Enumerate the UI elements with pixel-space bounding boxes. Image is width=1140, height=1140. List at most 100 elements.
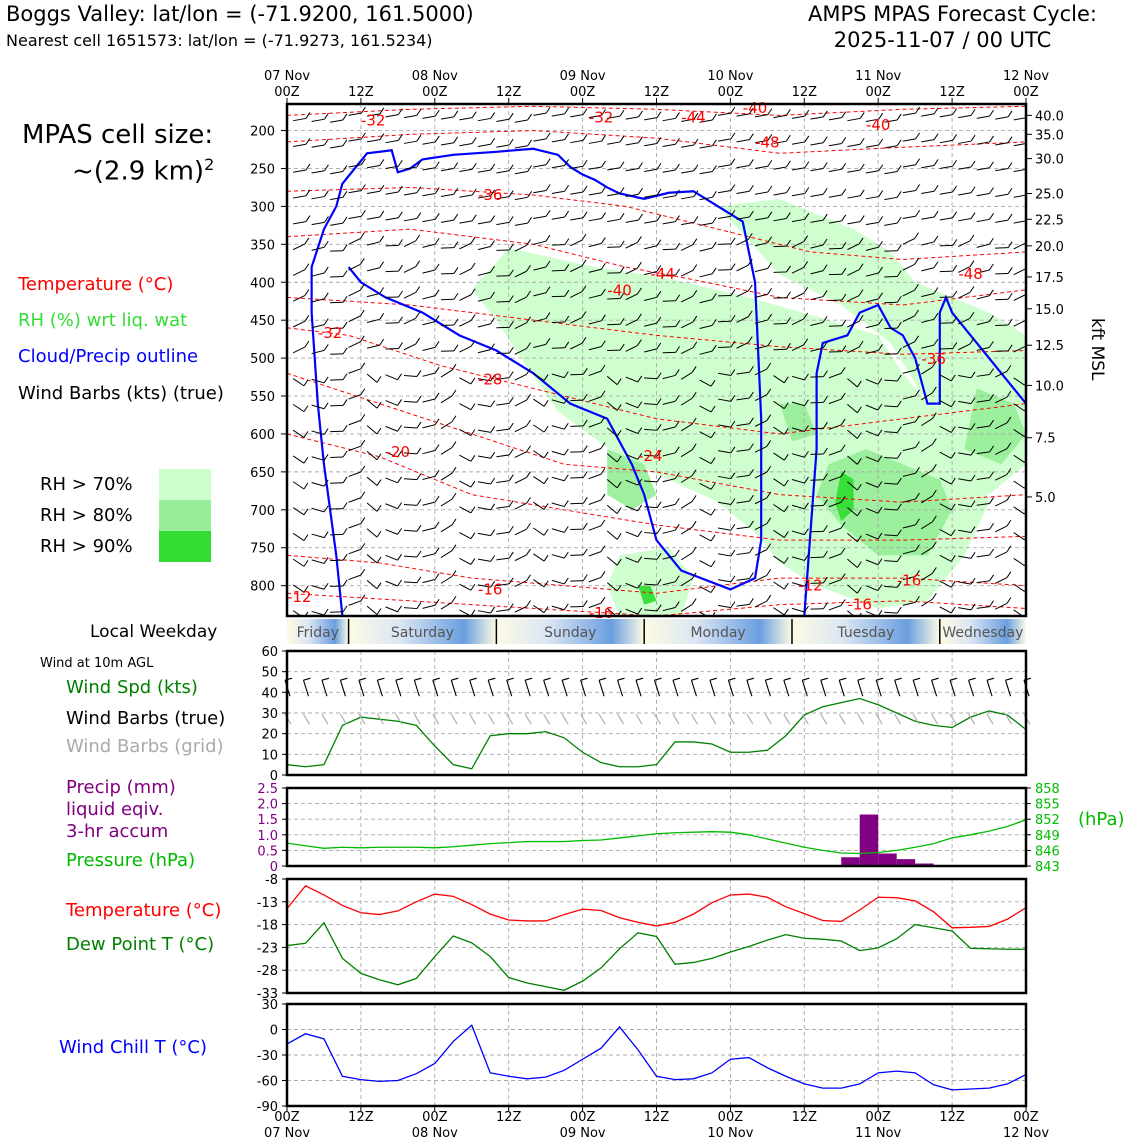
wind-barb-flag xyxy=(915,570,920,577)
wind-barb xyxy=(440,498,453,507)
y-tick-label: -8 xyxy=(265,873,278,888)
wind-barb xyxy=(662,529,676,534)
wind-barb xyxy=(459,268,472,276)
wind-barb-flag xyxy=(1007,213,1013,221)
wind-barb-flag xyxy=(823,602,828,609)
wind-barb-flag xyxy=(747,233,753,240)
wind-barb-flag xyxy=(675,320,681,327)
wind-barb-flag xyxy=(564,133,570,140)
wind-barb xyxy=(496,144,510,148)
wind-barb xyxy=(828,117,842,121)
wind-barb-flag xyxy=(600,416,606,423)
wind-barb xyxy=(533,138,547,142)
wind-barb-flag xyxy=(804,579,809,587)
wind-barb-flag xyxy=(804,605,809,613)
wind-barb xyxy=(292,558,305,567)
wind-barb xyxy=(459,345,472,353)
wind-barb-flag xyxy=(379,261,385,269)
wind-barb xyxy=(403,529,418,532)
wind-barb-flag xyxy=(490,606,496,614)
wind-barb-flag xyxy=(619,135,625,143)
wind-barb xyxy=(717,475,731,480)
y-tick-label: -90 xyxy=(257,1100,278,1115)
wind-barb-flag xyxy=(490,503,496,511)
wind-barb-true-flag xyxy=(654,677,662,681)
wind-barb-grid xyxy=(931,713,939,725)
wind-barb-flag xyxy=(451,389,457,397)
wind-barb-flag xyxy=(1007,267,1013,274)
height-tick-label: 22.5 xyxy=(1035,213,1064,228)
wind-barb-grid xyxy=(487,713,495,725)
wind-barb xyxy=(625,453,638,460)
wind-barb-grid xyxy=(894,713,902,725)
legend-rh70-label: RH > 70% xyxy=(40,474,133,495)
wind-barb-flag xyxy=(616,507,622,514)
temp-contour-label: -32 xyxy=(361,112,386,130)
weekday-name: Tuesday xyxy=(836,625,894,641)
pressure-tick-label: 855 xyxy=(1035,798,1060,813)
wind-barb-flag xyxy=(434,161,440,169)
wind-barb-flag xyxy=(950,477,956,485)
wind-barb-flag xyxy=(434,470,440,477)
wind-barb xyxy=(440,369,453,378)
wind-barb xyxy=(292,532,305,542)
wind-barb-flag xyxy=(858,263,864,271)
wind-barb xyxy=(791,193,805,197)
wind-barb-flag xyxy=(342,579,348,587)
wind-barb xyxy=(902,601,916,606)
wind-barb-flag xyxy=(582,600,588,607)
wind-barb xyxy=(754,293,768,298)
wind-barb-flag xyxy=(470,558,476,565)
wind-barb xyxy=(717,553,731,557)
wind-barb-flag xyxy=(858,612,862,616)
wind-barb-flag xyxy=(616,455,622,463)
wind-barb xyxy=(958,317,971,325)
wind-barb-flag xyxy=(470,377,476,385)
wind-barb-flag xyxy=(822,264,828,272)
wind-barb xyxy=(477,455,491,459)
wind-barb xyxy=(976,193,990,197)
wind-barb-flag xyxy=(896,270,902,277)
wind-barb-flag xyxy=(915,158,921,165)
wind-barb xyxy=(625,479,638,486)
wind-barb xyxy=(773,140,787,144)
wind-barb-true xyxy=(949,680,956,697)
wind-barb xyxy=(514,606,527,613)
wind-barb-flag xyxy=(360,388,366,395)
wind-barb-grid xyxy=(838,713,846,725)
rh-area-1 xyxy=(718,198,1026,495)
wind-barb xyxy=(921,444,933,452)
wind-barb-true xyxy=(653,680,661,697)
wind-barb-flag xyxy=(767,108,773,115)
wind-barb xyxy=(865,170,879,174)
wind-barb-flag xyxy=(434,598,440,606)
wind-barb-flag xyxy=(767,134,773,141)
wind-barb xyxy=(496,170,510,174)
wind-barb xyxy=(477,532,491,537)
wind-barb-flag xyxy=(896,452,902,459)
wind-barb xyxy=(533,292,547,297)
wind-barb-flag xyxy=(601,134,606,142)
wind-barb xyxy=(366,554,378,564)
wind-barb xyxy=(958,400,972,405)
wind-barb-flag xyxy=(508,500,514,507)
wind-barb xyxy=(680,578,693,587)
wind-barb xyxy=(422,578,436,584)
wind-barb-flag xyxy=(915,441,920,448)
wind-barb xyxy=(496,428,510,432)
wind-barb xyxy=(403,240,416,248)
wind-barb xyxy=(791,141,805,145)
wind-barb-grid xyxy=(543,713,551,725)
wind-barb-flag xyxy=(434,521,440,529)
wind-barb xyxy=(828,527,842,534)
wind-barb xyxy=(958,240,971,248)
wind-barb-flag xyxy=(823,396,828,403)
wind-barb-flag xyxy=(969,260,975,267)
wind-barb xyxy=(662,555,676,560)
wind-barb-flag xyxy=(675,112,680,119)
wind-barb-flag xyxy=(508,603,514,610)
rh-area-8 xyxy=(638,585,657,605)
wind-barb-flag xyxy=(896,374,902,382)
wind-barb xyxy=(477,349,491,354)
weekday-block xyxy=(644,619,792,644)
